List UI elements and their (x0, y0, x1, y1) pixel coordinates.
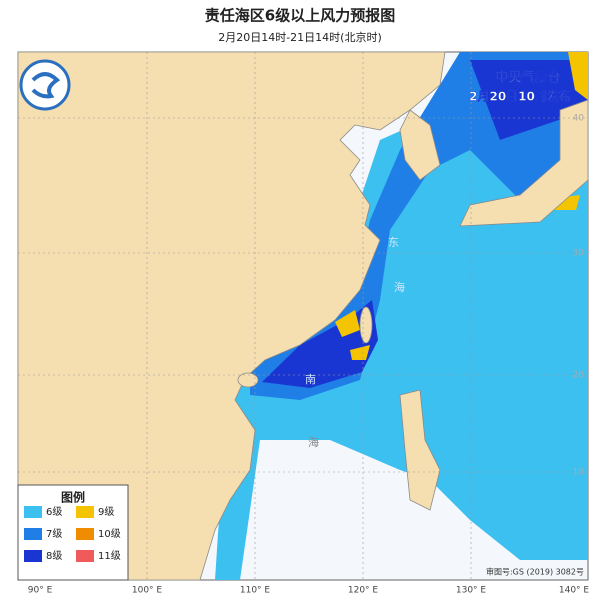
subtitle: 2月20日14时-21日14时(北京时) (218, 30, 382, 44)
legend-title: 图例 (61, 490, 85, 505)
legend-swatch (24, 506, 42, 518)
legend-label: 11级 (98, 550, 121, 562)
longitude-label: 100° E (132, 586, 163, 596)
approval-number: 审图号:GS (2019) 3082号 (486, 567, 584, 577)
sea-label: 海 (394, 280, 405, 294)
legend-swatch (24, 550, 42, 562)
logo (19, 59, 71, 111)
sea-label: 南 (305, 373, 316, 386)
sea-label: 东 (388, 236, 399, 249)
longitude-label: 90° E (28, 586, 53, 596)
latitude-label: 10 (573, 468, 585, 478)
latitude-label: 40 (573, 114, 585, 124)
legend-swatch (76, 506, 94, 518)
legend-label: 9级 (98, 506, 114, 518)
legend: 图例 6级 9级 7级 10级 8级 11级 (17, 484, 129, 581)
title: 责任海区6级以上风力预报图 (205, 7, 395, 25)
longitude-label: 130° E (456, 586, 487, 596)
land (17, 51, 589, 581)
logo-mark (31, 72, 61, 99)
legend-label: 6级 (46, 506, 62, 518)
graticule (18, 52, 588, 580)
sea-label: 海 (308, 435, 319, 449)
longitude-labels: 90° E 100° E 110° E 120° E 130° E 140° E (28, 586, 590, 596)
legend-label: 7级 (46, 528, 62, 540)
legend-swatch (24, 528, 42, 540)
longitude-label: 110° E (240, 586, 271, 596)
latitude-label: 20 (573, 371, 585, 381)
longitude-label: 140° E (559, 586, 590, 596)
latitude-labels: 40 30 20 10 (573, 114, 585, 478)
legend-swatch (76, 550, 94, 562)
longitude-label: 120° E (348, 586, 379, 596)
latitude-label: 30 (573, 249, 585, 259)
legend-label: 10级 (98, 528, 121, 540)
issue-time: 2月20日10时发布 (469, 89, 571, 104)
issuer: 中央气象台 (495, 70, 560, 86)
sea-labels: 东 海 南 海 (305, 236, 405, 449)
legend-swatch (76, 528, 94, 540)
legend-label: 8级 (46, 550, 62, 562)
